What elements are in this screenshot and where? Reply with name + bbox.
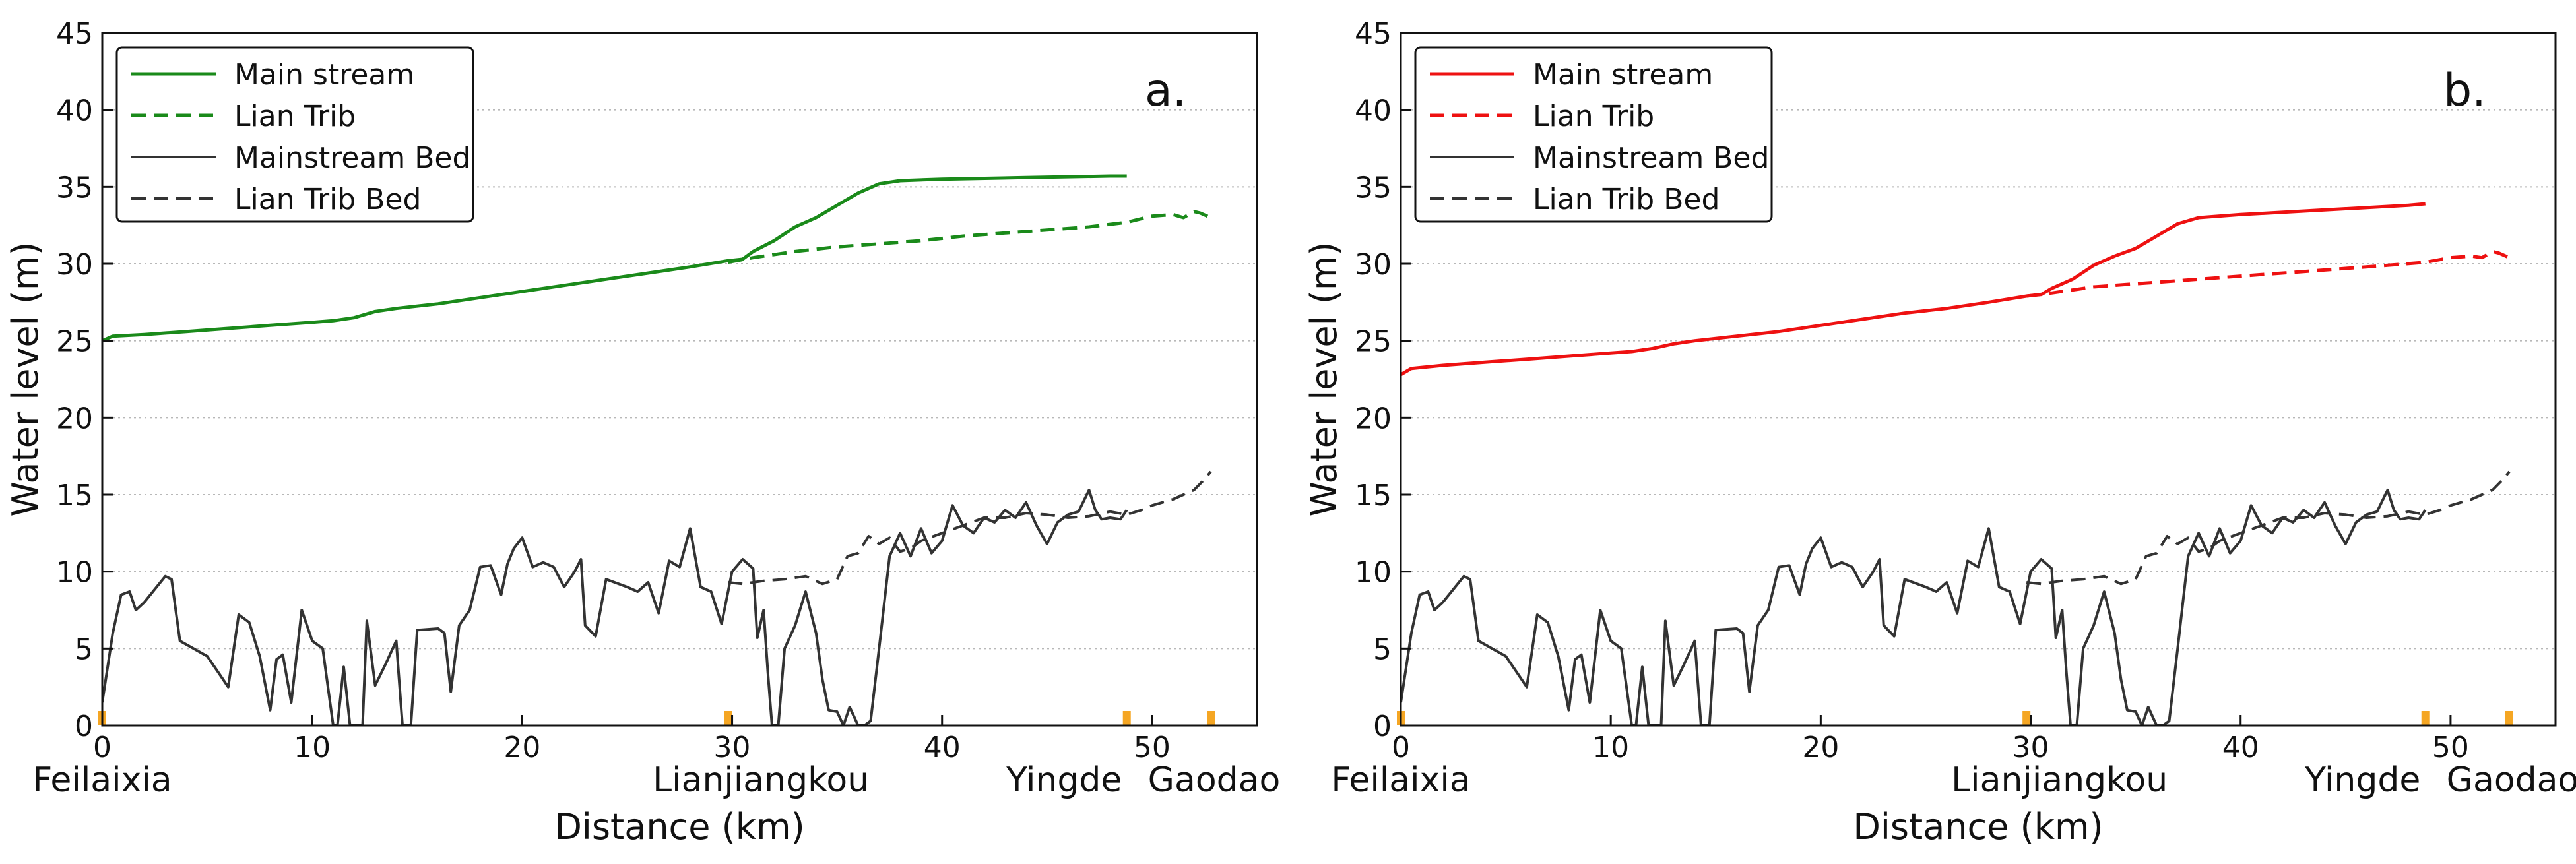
series-line-lian-trib [727, 210, 1212, 264]
series-line-mainstream-bed [102, 489, 1128, 725]
series-line-main-stream [1401, 202, 2426, 377]
x-tick-label: 0 [93, 731, 112, 764]
x-tick-label: 40 [2222, 731, 2259, 764]
plot-frame [101, 32, 1258, 727]
y-tick-label: 15 [1355, 479, 1392, 512]
legend-label: Mainstream Bed [234, 141, 470, 175]
y-tick-label: 40 [1355, 94, 1392, 128]
chart-panel-b: 0 10 20 30 40 50 0 5 10 15 20 25 30 35 40 45 Feilaixia Li… [1303, 17, 2576, 848]
y-tick-label: 30 [1355, 248, 1392, 282]
y-tick-label: 45 [1355, 17, 1392, 51]
y-tick-label: 25 [56, 325, 93, 359]
series-line-lian-trib [2026, 249, 2511, 298]
series-line-mainstream-bed [1401, 489, 2427, 725]
x-tick-label: 50 [1134, 731, 1171, 764]
series-group [1401, 202, 2511, 725]
chart-panel-a: 0 10 20 30 40 50 0 5 10 15 20 25 30 35 40 45 Feilaixia Li… [5, 17, 1280, 848]
panel-label: a. [1145, 65, 1186, 117]
series-line-lian-trib-bed [727, 470, 1212, 586]
station-label: Gaodao [1148, 760, 1281, 800]
x-tick-label: 50 [2432, 731, 2469, 764]
legend-label: Lian Trib Bed [1533, 183, 1720, 216]
station-label: Gaodao [2447, 760, 2576, 800]
legend-label: Lian Trib Bed [234, 183, 421, 216]
station-label: Feilaixia [32, 760, 172, 800]
y-tick-label: 20 [1355, 402, 1392, 435]
y-tick-label: 5 [1373, 633, 1392, 666]
y-tick-label: 15 [56, 479, 93, 512]
y-tick-label: 30 [56, 248, 93, 282]
legend-label: Lian Trib [1533, 100, 1654, 133]
y-tick-label: 40 [56, 94, 93, 128]
legend-label: Main stream [1533, 58, 1713, 92]
station-label: Feilaixia [1331, 760, 1470, 800]
station-marker [724, 711, 732, 725]
x-tick-label: 20 [1802, 731, 1839, 764]
legend-box [1414, 46, 1773, 223]
series-line-main-stream [102, 174, 1127, 342]
x-tick-label: 0 [1392, 731, 1410, 764]
station-marker [2505, 711, 2513, 725]
x-tick-label: 10 [1592, 731, 1629, 764]
y-tick-label: 25 [1355, 325, 1392, 359]
legend-label: Lian Trib [234, 100, 356, 133]
y-tick-label: 10 [1355, 556, 1392, 590]
x-axis-label: Distance (km) [554, 806, 804, 848]
y-tick-label: 0 [1373, 710, 1392, 743]
legend-label: Mainstream Bed [1533, 141, 1769, 175]
y-tick-label: 20 [56, 402, 93, 435]
x-tick-label: 40 [924, 731, 961, 764]
station-marker [2421, 711, 2430, 725]
panel-label: b. [2443, 65, 2486, 117]
station-label: Lianjiangkou [653, 760, 869, 800]
y-tick-label: 10 [56, 556, 93, 590]
y-tick-label: 35 [56, 171, 93, 204]
x-axis-label: Distance (km) [1853, 806, 2103, 848]
station-label: Lianjiangkou [1951, 760, 2168, 800]
series-line-lian-trib-bed [2026, 470, 2511, 586]
station-label: Yingde [1006, 760, 1122, 800]
y-tick-label: 5 [75, 633, 93, 666]
x-tick-label: 30 [2012, 731, 2049, 764]
x-tick-label: 30 [714, 731, 751, 764]
plot-frame [1400, 32, 2557, 727]
y-tick-label: 0 [75, 710, 93, 743]
legend-box [115, 46, 474, 223]
station-marker [1207, 711, 1215, 725]
station-label: Yingde [2304, 760, 2420, 800]
x-tick-label: 20 [503, 731, 540, 764]
y-tick-label: 35 [1355, 171, 1392, 204]
y-tick-label: 45 [56, 17, 93, 51]
series-group [102, 174, 1212, 725]
station-marker [2022, 711, 2031, 725]
y-axis-label: Water level (m) [5, 241, 46, 516]
station-marker [1122, 711, 1131, 725]
y-axis-label: Water level (m) [1303, 241, 1345, 516]
legend-label: Main stream [234, 58, 414, 92]
x-tick-label: 10 [294, 731, 331, 764]
